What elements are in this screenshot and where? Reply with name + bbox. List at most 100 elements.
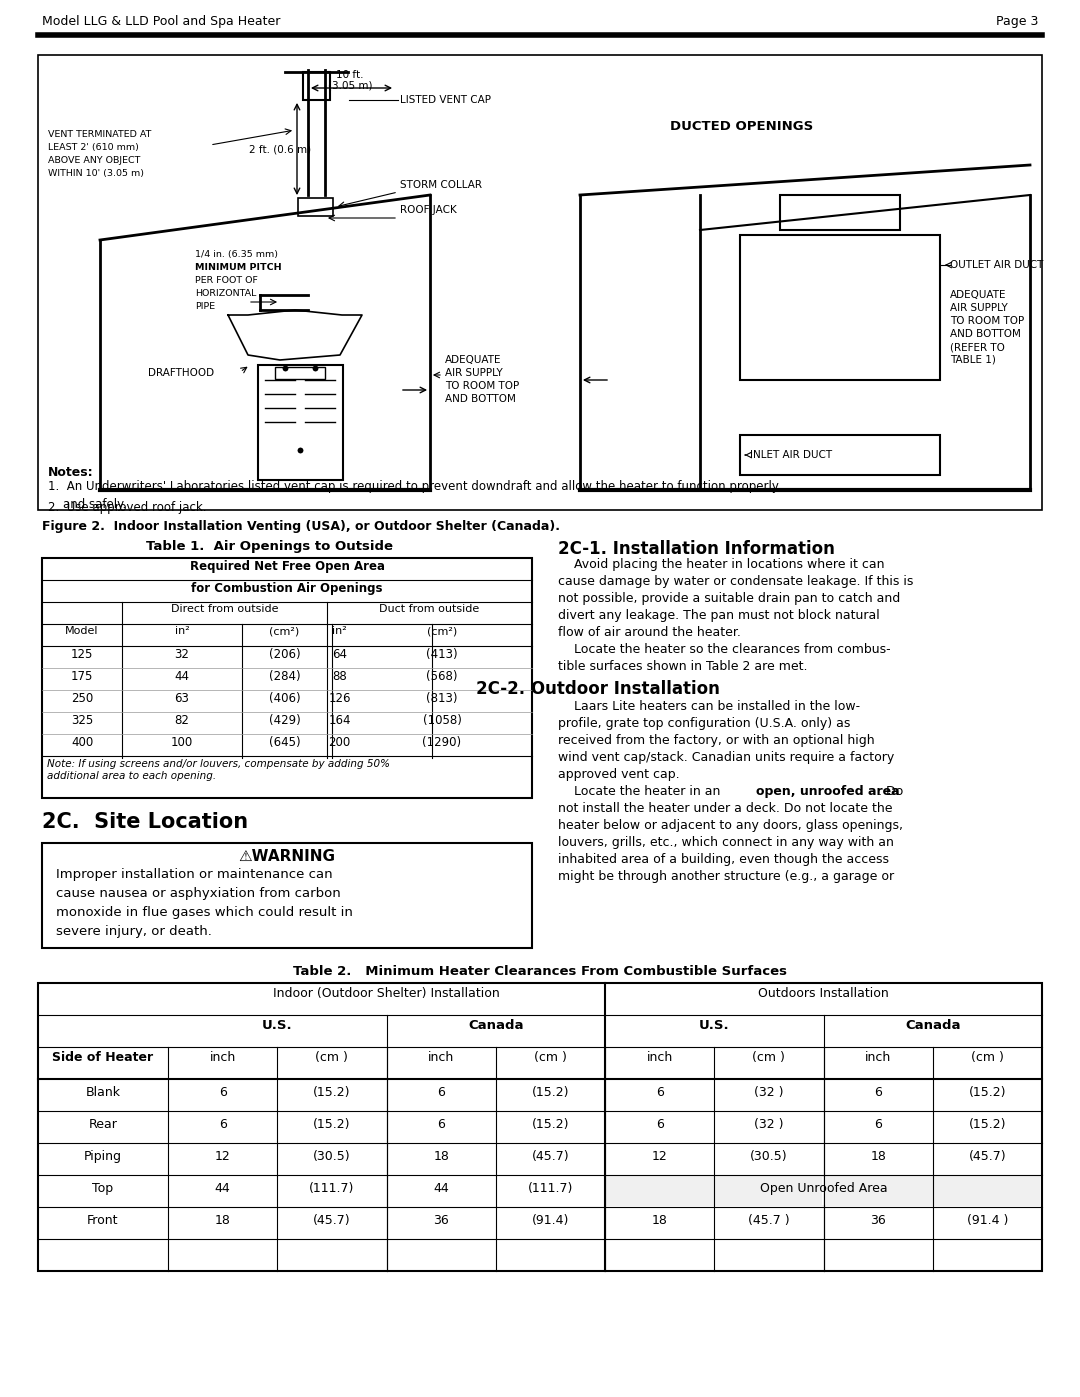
Text: 12: 12 [651,1150,667,1162]
Text: Model: Model [65,626,98,636]
Text: (30.5): (30.5) [751,1150,787,1162]
Bar [740,434,940,475]
Text: (91.4): (91.4) [531,1214,569,1227]
Text: (45.7): (45.7) [531,1150,569,1162]
Text: (3.05 m): (3.05 m) [327,80,373,89]
Text: ADEQUATE: ADEQUATE [950,291,1007,300]
Text: in²: in² [175,626,189,636]
Text: (45.7 ): (45.7 ) [748,1214,789,1227]
Text: AIR SUPPLY: AIR SUPPLY [950,303,1008,313]
Text: OUTLET AIR DUCT: OUTLET AIR DUCT [950,260,1043,270]
Text: Locate the heater so the clearances from combus-: Locate the heater so the clearances from… [558,643,891,657]
Text: 63: 63 [175,692,189,705]
Text: TO ROOM TOP: TO ROOM TOP [445,381,519,391]
Bar [42,842,532,949]
Text: 36: 36 [870,1214,886,1227]
Text: Canada: Canada [905,1018,960,1032]
Text: Front: Front [87,1214,119,1227]
Text: not install the heater under a deck. Do not locate the: not install the heater under a deck. Do … [558,802,892,814]
Text: (15.2): (15.2) [531,1118,569,1132]
Text: U.S.: U.S. [699,1018,730,1032]
Text: 18: 18 [433,1150,449,1162]
Text: Figure 2.  Indoor Installation Venting (USA), or Outdoor Shelter (Canada).: Figure 2. Indoor Installation Venting (U… [42,520,561,534]
Text: Improper installation or maintenance can
cause nausea or asphyxiation from carbo: Improper installation or maintenance can… [56,868,353,937]
Text: U.S.: U.S. [262,1018,293,1032]
Text: Open Unroofed Area: Open Unroofed Area [759,1182,888,1194]
Text: Piping: Piping [84,1150,122,1162]
Text: MINIMUM PITCH: MINIMUM PITCH [195,263,282,272]
Text: (cm ): (cm ) [971,1051,1003,1065]
Text: LEAST 2' (610 mm): LEAST 2' (610 mm) [48,142,139,152]
Text: 18: 18 [651,1214,667,1227]
Bar [38,983,1042,1271]
Text: 6: 6 [874,1118,882,1132]
Text: 200: 200 [328,736,351,749]
Text: 18: 18 [870,1150,886,1162]
Text: 44: 44 [175,671,189,683]
Text: ABOVE ANY OBJECT: ABOVE ANY OBJECT [48,156,140,165]
Text: received from the factory, or with an optional high: received from the factory, or with an op… [558,733,875,747]
Text: approved vent cap.: approved vent cap. [558,768,679,781]
Text: Required Net Free Open Area: Required Net Free Open Area [189,560,384,573]
Text: DUCTED OPENINGS: DUCTED OPENINGS [670,120,813,133]
Text: (45.7): (45.7) [969,1150,1007,1162]
Text: (15.2): (15.2) [313,1118,351,1132]
Text: 2C-2. Outdoor Installation: 2C-2. Outdoor Installation [476,680,720,698]
Bar [38,54,1042,510]
Text: 36: 36 [433,1214,449,1227]
Text: 126: 126 [328,692,351,705]
Text: (15.2): (15.2) [969,1118,1007,1132]
Text: (cm²): (cm²) [269,626,299,636]
Text: PIPE: PIPE [195,302,215,312]
Text: Note: If using screens and/or louvers, compensate by adding 50%
additional area : Note: If using screens and/or louvers, c… [48,759,390,781]
Text: (32 ): (32 ) [754,1118,784,1132]
Bar [780,196,900,231]
Text: 82: 82 [175,714,189,726]
Text: profile, grate top configuration (U.S.A. only) as: profile, grate top configuration (U.S.A.… [558,717,850,731]
Text: (1290): (1290) [422,736,461,749]
Text: not possible, provide a suitable drain pan to catch and: not possible, provide a suitable drain p… [558,592,901,605]
Text: (15.2): (15.2) [531,1085,569,1099]
Text: (111.7): (111.7) [528,1182,573,1194]
Text: ⚠WARNING: ⚠WARNING [239,849,336,863]
Text: Table 1.  Air Openings to Outside: Table 1. Air Openings to Outside [147,541,393,553]
Text: (cm ): (cm ) [753,1051,785,1065]
Text: 1/4 in. (6.35 mm): 1/4 in. (6.35 mm) [195,250,278,258]
Text: (30.5): (30.5) [313,1150,351,1162]
Text: 325: 325 [71,714,93,726]
Text: divert any leakage. The pan must not block natural: divert any leakage. The pan must not blo… [558,609,880,622]
Text: PER FOOT OF: PER FOOT OF [195,277,258,285]
Text: 88: 88 [333,671,347,683]
Text: wind vent cap/stack. Canadian units require a factory: wind vent cap/stack. Canadian units requ… [558,752,894,764]
Text: (cm²): (cm²) [427,626,457,636]
Text: Model LLG & LLD Pool and Spa Heater: Model LLG & LLD Pool and Spa Heater [42,15,281,28]
Text: Side of Heater: Side of Heater [53,1051,153,1065]
Text: tible surfaces shown in Table 2 are met.: tible surfaces shown in Table 2 are met. [558,659,808,673]
Text: (cm ): (cm ) [315,1051,349,1065]
Text: (REFER TO: (REFER TO [950,342,1004,352]
Text: 100: 100 [171,736,193,749]
Text: open, unroofed area: open, unroofed area [756,785,900,798]
Text: DRAFTHOOD: DRAFTHOOD [148,367,214,379]
Text: louvers, grills, etc., which connect in any way with an: louvers, grills, etc., which connect in … [558,835,894,849]
Text: (645): (645) [269,736,300,749]
Text: 6: 6 [874,1085,882,1099]
Text: ROOF JACK: ROOF JACK [400,205,457,215]
Text: (15.2): (15.2) [313,1085,351,1099]
Text: 44: 44 [215,1182,230,1194]
Text: AND BOTTOM: AND BOTTOM [445,394,516,404]
Text: LISTED VENT CAP: LISTED VENT CAP [400,95,491,105]
Text: (cm ): (cm ) [534,1051,567,1065]
Text: (32 ): (32 ) [754,1085,784,1099]
Text: 6: 6 [656,1085,663,1099]
Text: (15.2): (15.2) [969,1085,1007,1099]
Text: 44: 44 [433,1182,449,1194]
Text: 125: 125 [71,648,93,661]
Text: AND BOTTOM: AND BOTTOM [950,330,1021,339]
Text: Outdoors Installation: Outdoors Installation [758,988,889,1000]
Text: (111.7): (111.7) [309,1182,354,1194]
Text: Laars Lite heaters can be installed in the low-: Laars Lite heaters can be installed in t… [558,700,860,712]
Text: 175: 175 [71,671,93,683]
Text: (206): (206) [269,648,300,661]
Text: 2C-1. Installation Information: 2C-1. Installation Information [558,541,835,557]
